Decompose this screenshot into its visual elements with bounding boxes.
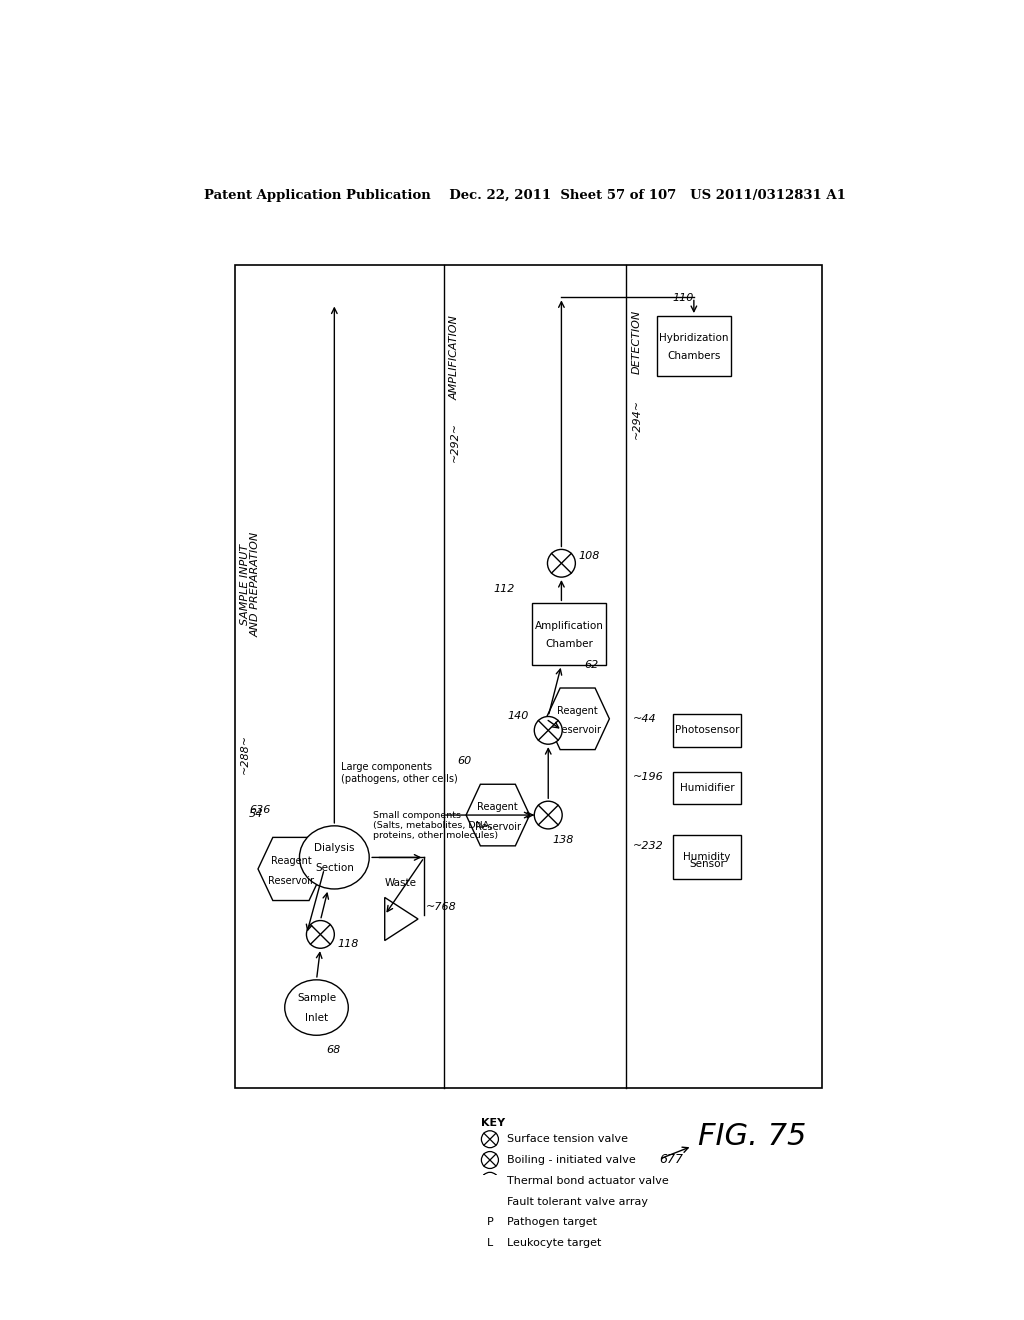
Text: Reservoir: Reservoir xyxy=(475,821,521,832)
Text: ~294~: ~294~ xyxy=(632,399,641,440)
Text: Reservoir: Reservoir xyxy=(555,726,601,735)
Text: Photosensor: Photosensor xyxy=(675,726,739,735)
Text: Chambers: Chambers xyxy=(668,351,721,360)
Text: 112: 112 xyxy=(494,585,515,594)
Text: Thermal bond actuator valve: Thermal bond actuator valve xyxy=(507,1176,669,1185)
Bar xyxy=(657,315,731,376)
Bar xyxy=(236,265,822,1089)
Text: Hybridization: Hybridization xyxy=(659,333,729,343)
Text: ~288~: ~288~ xyxy=(241,734,250,774)
Text: Reservoir: Reservoir xyxy=(268,875,314,886)
Text: 636: 636 xyxy=(249,805,270,814)
Text: 62: 62 xyxy=(584,660,598,671)
Text: Humidifier: Humidifier xyxy=(680,783,734,793)
Circle shape xyxy=(548,549,575,577)
Bar xyxy=(532,603,606,665)
Text: Surface tension valve: Surface tension valve xyxy=(507,1134,628,1144)
Text: 138: 138 xyxy=(553,834,574,845)
Text: ~196: ~196 xyxy=(633,772,664,781)
Text: Fault tolerant valve array: Fault tolerant valve array xyxy=(507,1197,648,1206)
Text: FIG. 75: FIG. 75 xyxy=(697,1122,806,1151)
Text: Patent Application Publication    Dec. 22, 2011  Sheet 57 of 107   US 2011/03128: Patent Application Publication Dec. 22, … xyxy=(204,189,846,202)
Text: Boiling - initiated valve: Boiling - initiated valve xyxy=(507,1155,636,1166)
Polygon shape xyxy=(258,837,324,900)
Text: Sensor: Sensor xyxy=(689,858,725,869)
Text: 68: 68 xyxy=(326,1045,340,1055)
Text: ~44: ~44 xyxy=(633,714,656,723)
Text: 110: 110 xyxy=(672,293,693,304)
Ellipse shape xyxy=(299,826,370,888)
Circle shape xyxy=(481,1193,499,1210)
Text: Reagent: Reagent xyxy=(270,857,311,866)
Text: L: L xyxy=(486,1238,493,1249)
Text: Large components
(pathogens, other cells): Large components (pathogens, other cells… xyxy=(341,762,458,784)
Circle shape xyxy=(306,920,334,948)
Text: Reagent: Reagent xyxy=(557,706,598,717)
Circle shape xyxy=(481,1151,499,1168)
Text: ~292~: ~292~ xyxy=(450,422,460,462)
Text: Sample: Sample xyxy=(297,994,336,1003)
Text: SAMPLE INPUT: SAMPLE INPUT xyxy=(241,544,250,624)
Circle shape xyxy=(535,801,562,829)
Text: Inlet: Inlet xyxy=(305,1014,328,1023)
Text: Reagent: Reagent xyxy=(477,803,518,812)
Text: 118: 118 xyxy=(338,939,358,949)
Text: Section: Section xyxy=(315,863,353,874)
Text: 60: 60 xyxy=(458,756,472,766)
Bar xyxy=(673,714,741,747)
Bar xyxy=(673,772,741,804)
Text: P: P xyxy=(486,1217,494,1228)
Text: DETECTION: DETECTION xyxy=(632,310,641,375)
Text: ~232: ~232 xyxy=(633,841,664,851)
Text: AMPLIFICATION: AMPLIFICATION xyxy=(450,315,460,400)
Text: Humidity: Humidity xyxy=(683,853,731,862)
Text: AND PREPARATION: AND PREPARATION xyxy=(251,532,261,638)
Polygon shape xyxy=(385,898,418,941)
Text: Dialysis: Dialysis xyxy=(314,843,354,853)
Text: Small components
(Salts, metabolites, DNA,
proteins, other molecules): Small components (Salts, metabolites, DN… xyxy=(373,810,499,841)
Text: ~768: ~768 xyxy=(426,903,457,912)
Text: Pathogen target: Pathogen target xyxy=(507,1217,597,1228)
Bar xyxy=(673,836,741,879)
Text: 108: 108 xyxy=(579,550,600,561)
Text: Amplification: Amplification xyxy=(535,622,603,631)
Circle shape xyxy=(481,1131,499,1147)
Circle shape xyxy=(535,717,562,744)
Polygon shape xyxy=(466,784,529,846)
Text: Chamber: Chamber xyxy=(545,639,593,649)
Text: KEY: KEY xyxy=(480,1118,505,1127)
Text: 54: 54 xyxy=(248,809,262,818)
Polygon shape xyxy=(546,688,609,750)
Text: Waste: Waste xyxy=(384,878,416,888)
Circle shape xyxy=(481,1172,499,1189)
Text: 677: 677 xyxy=(658,1152,683,1166)
Text: 140: 140 xyxy=(508,711,529,722)
Ellipse shape xyxy=(285,979,348,1035)
Text: Leukocyte target: Leukocyte target xyxy=(507,1238,601,1249)
